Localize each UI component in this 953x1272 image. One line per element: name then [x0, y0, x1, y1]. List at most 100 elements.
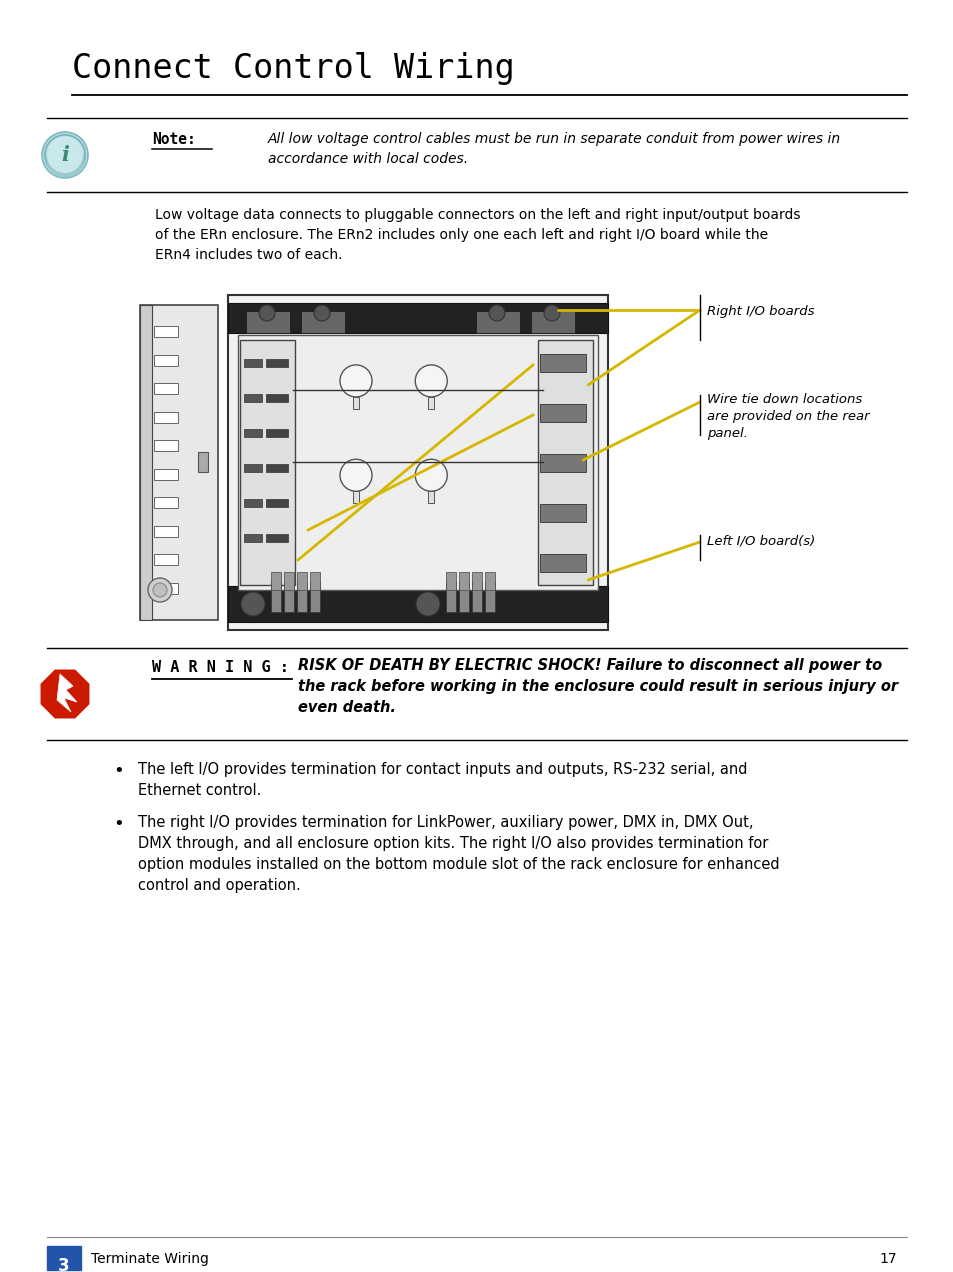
FancyBboxPatch shape	[284, 572, 294, 590]
FancyBboxPatch shape	[262, 310, 273, 331]
Text: Low voltage data connects to pluggable connectors on the left and right input/ou: Low voltage data connects to pluggable c…	[154, 209, 800, 262]
FancyBboxPatch shape	[505, 310, 517, 331]
FancyBboxPatch shape	[244, 534, 262, 542]
FancyBboxPatch shape	[153, 326, 178, 337]
FancyBboxPatch shape	[228, 295, 607, 630]
Circle shape	[42, 132, 88, 178]
Circle shape	[148, 577, 172, 602]
FancyBboxPatch shape	[553, 505, 560, 520]
FancyBboxPatch shape	[316, 310, 328, 331]
Circle shape	[489, 305, 504, 321]
FancyBboxPatch shape	[246, 310, 290, 333]
FancyBboxPatch shape	[198, 452, 208, 472]
Text: 17: 17	[879, 1252, 896, 1266]
Text: Wire tie down locations
are provided on the rear
panel.: Wire tie down locations are provided on …	[706, 393, 869, 440]
FancyBboxPatch shape	[266, 534, 288, 542]
FancyBboxPatch shape	[563, 455, 572, 469]
FancyBboxPatch shape	[563, 505, 572, 520]
FancyBboxPatch shape	[331, 310, 341, 331]
FancyBboxPatch shape	[244, 429, 262, 438]
FancyBboxPatch shape	[240, 340, 294, 585]
Text: Terminate Wiring: Terminate Wiring	[91, 1252, 209, 1266]
Text: •: •	[112, 815, 124, 833]
FancyBboxPatch shape	[266, 394, 288, 402]
Text: Left I/O board(s): Left I/O board(s)	[706, 534, 815, 547]
FancyBboxPatch shape	[284, 583, 294, 612]
FancyBboxPatch shape	[531, 310, 575, 333]
FancyBboxPatch shape	[541, 505, 550, 520]
Circle shape	[152, 583, 167, 597]
FancyBboxPatch shape	[153, 383, 178, 394]
FancyBboxPatch shape	[271, 583, 281, 612]
FancyBboxPatch shape	[541, 555, 550, 570]
FancyBboxPatch shape	[541, 404, 550, 420]
FancyBboxPatch shape	[244, 464, 262, 472]
FancyBboxPatch shape	[553, 355, 560, 370]
FancyBboxPatch shape	[153, 583, 178, 594]
Text: Right I/O boards: Right I/O boards	[706, 305, 814, 318]
FancyBboxPatch shape	[484, 583, 495, 612]
FancyBboxPatch shape	[303, 310, 314, 331]
FancyBboxPatch shape	[228, 303, 607, 333]
Circle shape	[45, 135, 85, 176]
FancyBboxPatch shape	[458, 583, 469, 612]
Circle shape	[47, 137, 83, 173]
FancyBboxPatch shape	[560, 310, 572, 331]
Text: Note:: Note:	[152, 132, 195, 148]
FancyBboxPatch shape	[446, 572, 456, 590]
Text: i: i	[61, 145, 69, 165]
FancyBboxPatch shape	[537, 340, 593, 585]
Text: The right I/O provides termination for LinkPower, auxiliary power, DMX in, DMX O: The right I/O provides termination for L…	[138, 815, 779, 893]
FancyBboxPatch shape	[477, 310, 489, 331]
FancyBboxPatch shape	[539, 555, 585, 572]
FancyBboxPatch shape	[575, 555, 582, 570]
Text: •: •	[112, 762, 124, 780]
Circle shape	[314, 305, 330, 321]
FancyBboxPatch shape	[476, 310, 519, 333]
Circle shape	[339, 365, 372, 397]
FancyBboxPatch shape	[237, 335, 598, 590]
FancyBboxPatch shape	[296, 583, 307, 612]
FancyBboxPatch shape	[575, 455, 582, 469]
FancyBboxPatch shape	[353, 397, 358, 408]
FancyBboxPatch shape	[266, 464, 288, 472]
Text: The left I/O provides termination for contact inputs and outputs, RS-232 serial,: The left I/O provides termination for co…	[138, 762, 747, 798]
FancyBboxPatch shape	[539, 354, 585, 371]
FancyBboxPatch shape	[153, 555, 178, 565]
FancyBboxPatch shape	[296, 572, 307, 590]
FancyBboxPatch shape	[533, 310, 543, 331]
FancyBboxPatch shape	[153, 412, 178, 422]
FancyBboxPatch shape	[446, 583, 456, 612]
FancyBboxPatch shape	[244, 499, 262, 508]
FancyBboxPatch shape	[492, 310, 502, 331]
FancyBboxPatch shape	[484, 572, 495, 590]
Circle shape	[46, 139, 84, 177]
Text: 3: 3	[58, 1257, 70, 1272]
FancyBboxPatch shape	[140, 305, 152, 619]
FancyBboxPatch shape	[472, 583, 481, 612]
Circle shape	[416, 591, 439, 616]
Circle shape	[339, 459, 372, 491]
Circle shape	[258, 305, 274, 321]
FancyBboxPatch shape	[301, 310, 345, 333]
Text: RISK OF DEATH BY ELECTRIC SHOCK! Failure to disconnect all power to
the rack bef: RISK OF DEATH BY ELECTRIC SHOCK! Failure…	[297, 658, 897, 715]
Text: All low voltage control cables must be run in separate conduit from power wires : All low voltage control cables must be r…	[268, 132, 841, 167]
Text: Connect Control Wiring: Connect Control Wiring	[71, 52, 515, 85]
FancyBboxPatch shape	[153, 355, 178, 365]
FancyBboxPatch shape	[153, 440, 178, 452]
FancyBboxPatch shape	[539, 404, 585, 422]
FancyBboxPatch shape	[228, 586, 607, 622]
Polygon shape	[39, 668, 91, 720]
FancyBboxPatch shape	[428, 397, 434, 408]
FancyBboxPatch shape	[575, 505, 582, 520]
Polygon shape	[57, 674, 77, 712]
FancyBboxPatch shape	[553, 404, 560, 420]
Circle shape	[241, 591, 265, 616]
FancyBboxPatch shape	[563, 555, 572, 570]
Circle shape	[415, 459, 447, 491]
FancyBboxPatch shape	[140, 305, 218, 619]
FancyBboxPatch shape	[266, 359, 288, 368]
Circle shape	[415, 365, 447, 397]
FancyBboxPatch shape	[244, 394, 262, 402]
FancyBboxPatch shape	[539, 454, 585, 472]
